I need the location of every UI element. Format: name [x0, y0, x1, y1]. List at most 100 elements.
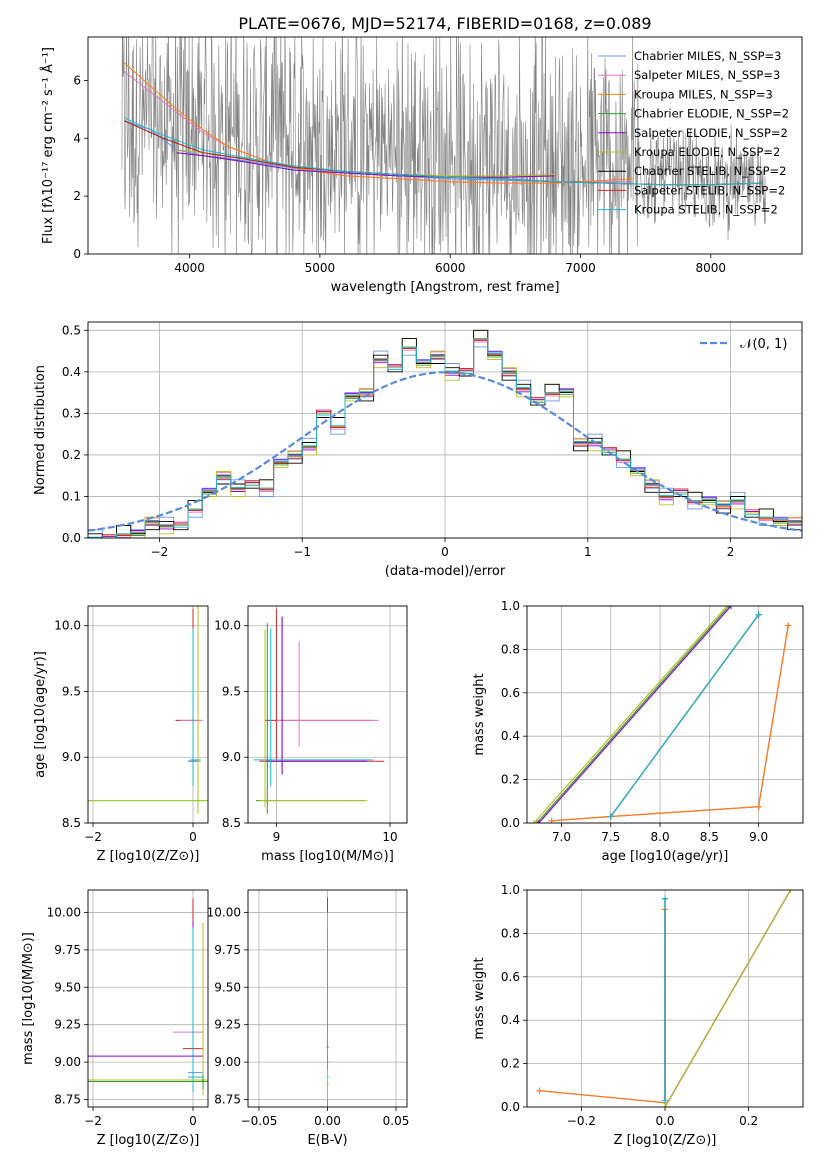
y-tick-label: 10.00 [207, 905, 241, 919]
y-tick-label: 9.25 [54, 1018, 81, 1032]
x-tick-label: 0.2 [739, 1114, 758, 1128]
axes-frame [526, 605, 804, 824]
y-axis-label: Flux [fλ10⁻¹⁷ erg cm⁻² s⁻¹ Å⁻¹] [40, 47, 56, 244]
y-tick-label: 0.0 [501, 1100, 520, 1114]
x-tick-label: 0 [189, 830, 197, 844]
legend-entry: Salpeter ELODIE, N_SSP=2 [634, 126, 788, 140]
y-tick-label: 9.5 [62, 684, 81, 698]
y-axis-label: mass weight [472, 673, 487, 755]
panel-massweight-vs-age: 7.0 7.5 8.0 8.5 9.0 0.0 0.2 0.4 0.6 0.8 1.0 age [lo… [472, 599, 804, 864]
series-line [538, 606, 732, 823]
data-point [662, 895, 668, 902]
data-point [326, 1083, 329, 1086]
y-tick-label: 8.5 [222, 816, 241, 830]
data-point [607, 813, 614, 820]
series-line [539, 909, 666, 1104]
y-tick-label: 0.6 [501, 970, 520, 984]
x-tick-label: 2 [727, 545, 735, 559]
series-line [610, 614, 760, 817]
x-axis-label: mass [log10(M/M⊙)] [261, 849, 394, 864]
plot-area [88, 606, 208, 814]
y-tick-label: 6 [73, 73, 81, 87]
data-point [281, 760, 284, 763]
y-tick-label: 8.75 [54, 1093, 81, 1107]
x-tick-label: 7.5 [601, 830, 620, 844]
y-tick-label: 10.0 [54, 619, 81, 633]
y-tick-label: 9.75 [214, 943, 241, 957]
data-point [785, 622, 792, 629]
x-tick-label: 10 [382, 830, 397, 844]
x-axis-label: age [log10(age/yr)] [602, 849, 729, 864]
y-tick-label: 8.5 [62, 816, 81, 830]
y-tick-label: 0.0 [501, 816, 520, 830]
y-tick-label: 0 [73, 247, 81, 261]
plot-area [326, 897, 329, 1107]
y-tick-label: 0.2 [62, 448, 81, 462]
legend-entry: Chabrier MILES, N_SSP=3 [634, 49, 781, 63]
x-tick-label: 0.00 [314, 1114, 341, 1128]
panel-massweight-vs-Z: −0.2 0.0 0.2 0.0 0.2 0.4 0.6 0.8 1.0 Z [log10(Z/Z… [472, 883, 804, 1148]
y-tick-label: 9.00 [214, 1055, 241, 1069]
x-axis-label: E(B-V) [307, 1133, 347, 1148]
legend-entry: Salpeter STELIB, N_SSP=2 [634, 183, 785, 197]
data-point [298, 719, 301, 722]
y-tick-label: 9.25 [214, 1018, 241, 1032]
y-tick-label: 0.3 [62, 406, 81, 420]
y-tick-label: 0.5 [62, 323, 81, 337]
x-tick-label: −1 [293, 545, 311, 559]
x-tick-label: −2 [84, 830, 102, 844]
y-tick-label: 9.50 [214, 980, 241, 994]
panel-age-vs-mass: 9 10 8.5 9.0 9.5 10.0 mass [log10(M/M⊙)] [214, 605, 408, 864]
series-line [124, 62, 633, 184]
y-tick-label: 2 [73, 189, 81, 203]
figure-title: PLATE=0676, MJD=52174, FIBERID=0168, z=0… [238, 14, 651, 33]
y-tick-label: 0.8 [501, 926, 520, 940]
y-tick-label: 9.00 [54, 1055, 81, 1069]
y-tick-label: 1.0 [501, 599, 520, 613]
axes-frame [247, 605, 408, 824]
x-tick-label: 9.0 [749, 830, 768, 844]
y-tick-label: 9.0 [222, 750, 241, 764]
y-tick-label: 9.0 [62, 750, 81, 764]
x-tick-label: −0.2 [567, 1114, 596, 1128]
x-tick-label: −2 [151, 545, 169, 559]
axes-frame [87, 605, 209, 824]
plot-area [121, 37, 766, 254]
data-point [724, 606, 731, 609]
x-tick-label: 7000 [565, 261, 596, 275]
y-tick-label: 0.0 [62, 531, 81, 545]
data-point [269, 758, 272, 761]
legend: 𝒩(0, 1) [700, 337, 787, 352]
panel-spectrum: 4000 5000 6000 7000 8000 0 2 4 6 wavelength [Angs… [40, 36, 803, 295]
y-tick-label: 9.5 [222, 684, 241, 698]
data-point [662, 1104, 668, 1107]
x-tick-label: 1 [584, 545, 592, 559]
legend-entry: Salpeter MILES, N_SSP=3 [634, 68, 780, 82]
x-tick-label: 0.05 [383, 1114, 410, 1128]
panel-mass-vs-Z: −2 0 8.75 9.00 9.25 9.50 9.75 10.00 Z [log10(Z/Z… [21, 889, 209, 1148]
x-axis-label: wavelength [Angstrom, rest frame] [331, 280, 560, 295]
y-tick-label: 0.2 [501, 773, 520, 787]
y-tick-label: 10.0 [214, 619, 241, 633]
data-point [192, 758, 194, 761]
legend-entry: Kroupa MILES, N_SSP=3 [634, 87, 773, 101]
series-line [664, 890, 792, 1107]
histogram-step [88, 338, 802, 538]
series-line [539, 909, 666, 1104]
y-tick-label: 0.1 [62, 489, 81, 503]
observed-spectrum [121, 37, 766, 254]
y-tick-label: 0.4 [501, 729, 520, 743]
x-tick-label: 8.0 [651, 830, 670, 844]
x-tick-label: −0.05 [241, 1114, 278, 1128]
data-point [197, 799, 199, 802]
data-point [755, 611, 762, 618]
plot-area [530, 606, 792, 823]
panel-mass-vs-EBV: −0.05 0.00 0.05 8.75 9.00 9.25 9.50 9.75 10.00 E(… [207, 889, 410, 1148]
data-point [264, 799, 267, 802]
y-axis-label: mass weight [472, 957, 487, 1039]
histogram-step [88, 329, 802, 538]
y-tick-label: 0.4 [501, 1013, 520, 1027]
data-point [530, 820, 537, 823]
x-tick-label: 6000 [435, 261, 466, 275]
